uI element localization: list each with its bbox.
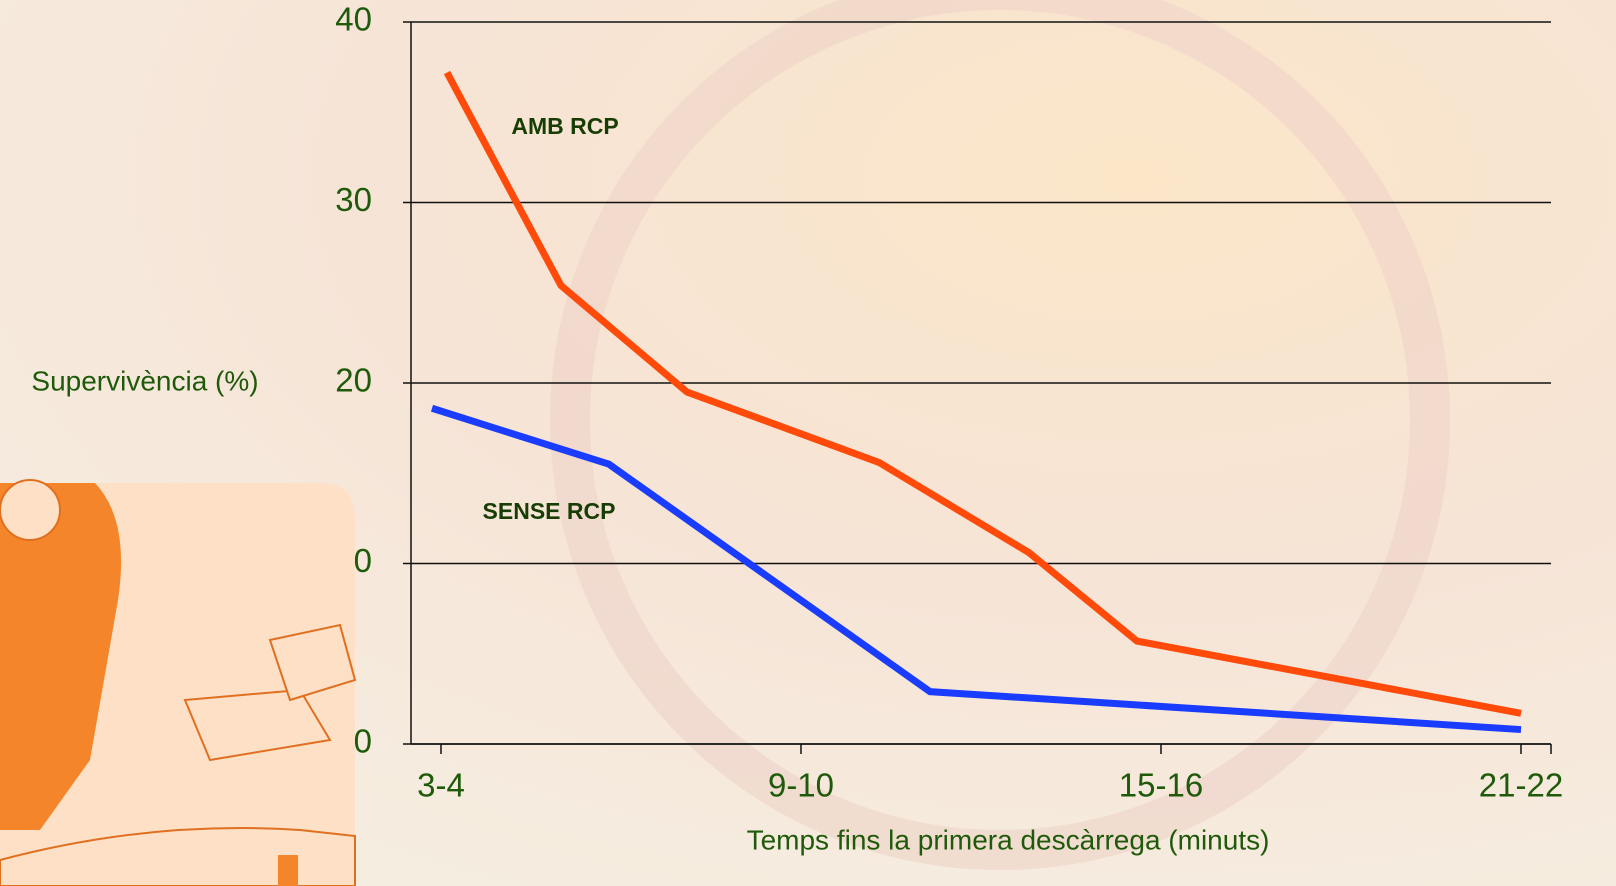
x-tick-label: 21-22 [1479,767,1563,804]
y-tick-label: 20 [335,362,372,399]
series-line [430,404,1522,734]
x-axis-label: Temps fins la primera descàrrega (minuts… [747,824,1270,855]
x-tick-label: 15-16 [1119,767,1203,804]
y-axis-label: Supervivència (%) [31,365,258,396]
illustration [0,479,357,886]
watermark [550,0,1450,870]
y-tick-label: 0 [354,723,372,760]
series-line [443,70,1522,717]
y-tick-label: 40 [335,1,372,38]
annotation: SENSE RCP [483,498,616,524]
y-tick-label: 30 [335,181,372,218]
annotation: AMB RCP [511,113,618,139]
x-tick-label: 3-4 [417,767,465,804]
x-tick-label: 9-10 [768,767,834,804]
